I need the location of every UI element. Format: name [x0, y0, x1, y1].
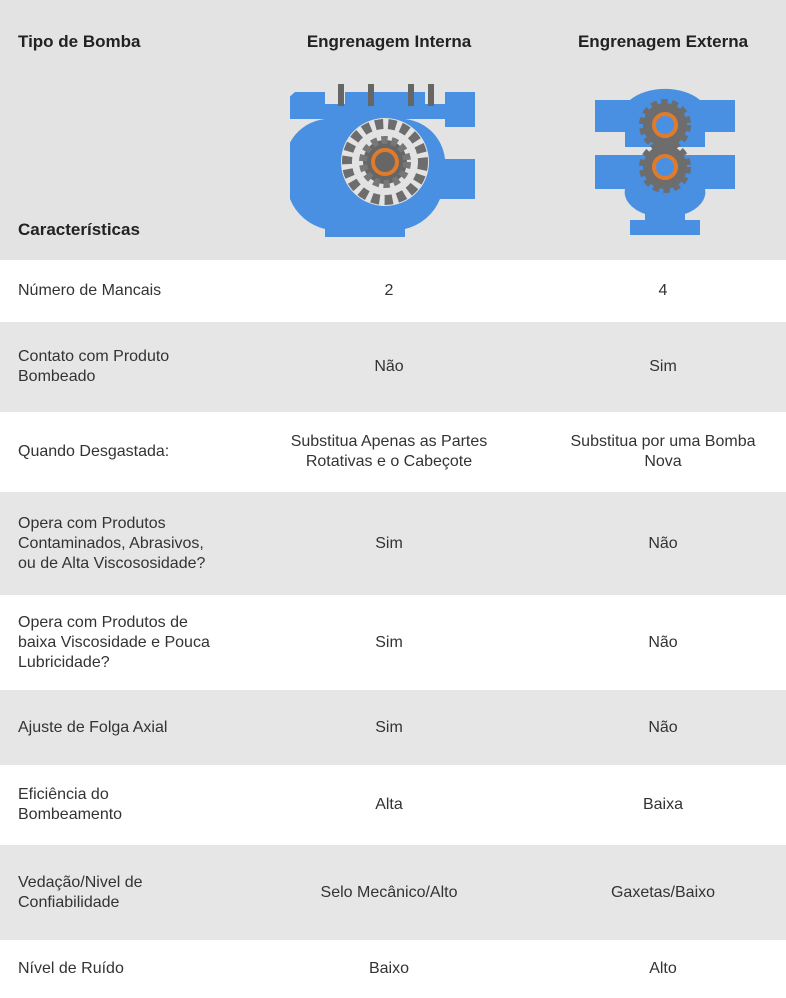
table-row: Número de Mancais 2 4 [0, 260, 786, 322]
row-header-cell: Vedação/Nivel de Confiabilidade [18, 873, 143, 911]
row-header-cell: Ajuste de Folga Axial [18, 718, 168, 736]
table-row: Ajuste de Folga Axial Sim Não [0, 690, 786, 765]
table-cell: Alta [375, 796, 403, 813]
external-gear-pump-icon [595, 88, 735, 235]
section-label: Características [18, 220, 140, 239]
row-header-cell: Quando Desgastada: [18, 443, 170, 460]
table-row: Vedação/Nivel de Confiabilidade Selo Mecâ… [0, 845, 786, 940]
table-cell: Sim [375, 534, 403, 552]
row-header-cell: Contato com Produto Bombeado [18, 348, 170, 385]
table-row: Nível de Ruído Baixo Alto [0, 940, 786, 998]
table-cell: Substitua por uma Bomba Nova [570, 433, 756, 470]
table-cell: Gaxetas/Baixo [610, 883, 716, 901]
table-cell: Não [648, 534, 678, 552]
table-cell: Selo Mecânico/Alto [320, 883, 458, 901]
table-cell: Baixa [642, 796, 684, 813]
table-row: Opera com Produtos de baixa Viscosidade … [0, 595, 786, 690]
table-cell: Não [374, 358, 404, 375]
table-row: Opera com Produtos Contaminados, Abrasiv… [0, 492, 786, 595]
table-row: Contato com Produto Bombeado Não Sim [0, 322, 786, 412]
internal-gear-pump-icon [290, 84, 475, 237]
table-cell: 2 [384, 282, 394, 299]
row-header-cell: Número de Mancais [18, 282, 162, 299]
table-row: Eficiência do Bombeamento Alta Baixa [0, 765, 786, 845]
column-header: Engrenagem Externa [577, 32, 749, 51]
row-header-cell: Opera com Produtos Contaminados, Abrasiv… [18, 514, 206, 572]
row-header-cell: Opera com Produtos de baixa Viscosidade … [18, 613, 210, 671]
row-label: Tipo de Bomba [18, 32, 141, 51]
table-cell: Sim [649, 358, 677, 375]
table-cell: Substitua Apenas as Partes Rotativas e o… [290, 433, 488, 470]
table-cell: Alto [649, 960, 677, 977]
table-cell: Sim [375, 633, 403, 651]
column-header: Engrenagem Interna [306, 32, 472, 51]
table-header: Tipo de Bomba Engrenagem Interna Engrena… [0, 0, 786, 260]
row-header-cell: Eficiência do Bombeamento [18, 786, 123, 823]
table-cell: Sim [375, 718, 403, 736]
table-cell: Não [648, 633, 678, 651]
row-header-cell: Nível de Ruído [18, 960, 124, 977]
table-cell: Baixo [368, 960, 410, 977]
table-cell: 4 [658, 282, 668, 299]
table-cell: Não [648, 718, 678, 736]
table-row: Quando Desgastada: Substitua Apenas as Pa… [0, 412, 786, 492]
